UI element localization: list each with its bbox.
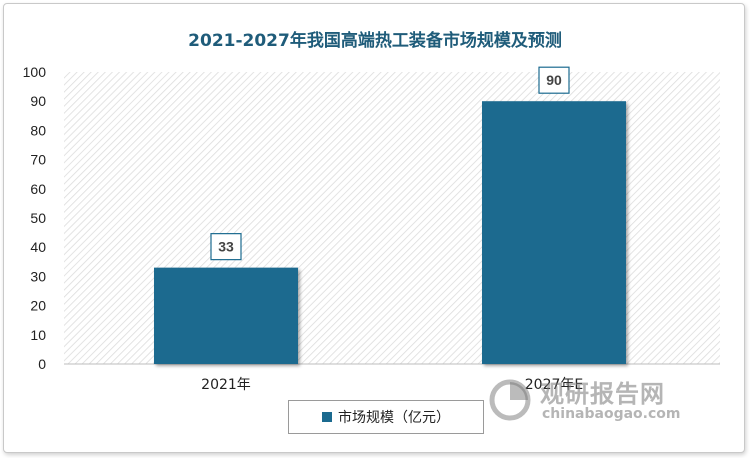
- y-tick-label: 20: [30, 298, 46, 314]
- x-tick-label: 2027年E: [525, 377, 583, 393]
- bar: [482, 101, 626, 364]
- data-label-box: [538, 66, 570, 94]
- y-tick-label: 30: [30, 268, 46, 284]
- x-tick-label: 2021年: [201, 377, 251, 393]
- y-tick-label: 80: [30, 122, 46, 138]
- y-tick-label: 40: [30, 239, 46, 255]
- y-tick-label: 100: [23, 64, 47, 80]
- y-tick-label: 50: [30, 210, 46, 226]
- watermark-url: chinabaogao.com: [542, 406, 681, 422]
- y-tick-label: 70: [30, 152, 46, 168]
- watermark-name: 观研报告网: [540, 380, 665, 408]
- pie-chart-logo-icon: [489, 379, 531, 421]
- chart-title: 2021-2027年我国高端热工装备市场规模及预测: [188, 31, 562, 51]
- y-tick-label: 90: [30, 93, 46, 109]
- y-tick-label: 60: [30, 181, 46, 197]
- legend-swatch: [322, 412, 332, 422]
- watermark: 观研报告网 chinabaogao.com: [488, 372, 681, 432]
- data-label: 33: [218, 239, 234, 255]
- y-tick-label: 10: [30, 327, 46, 343]
- bar: [154, 267, 298, 364]
- data-label-box: [210, 233, 242, 261]
- legend: 市场规模（亿元）: [288, 400, 484, 434]
- data-label: 90: [546, 72, 562, 88]
- y-tick-label: 0: [38, 356, 46, 372]
- legend-label: 市场规模（亿元）: [338, 410, 450, 426]
